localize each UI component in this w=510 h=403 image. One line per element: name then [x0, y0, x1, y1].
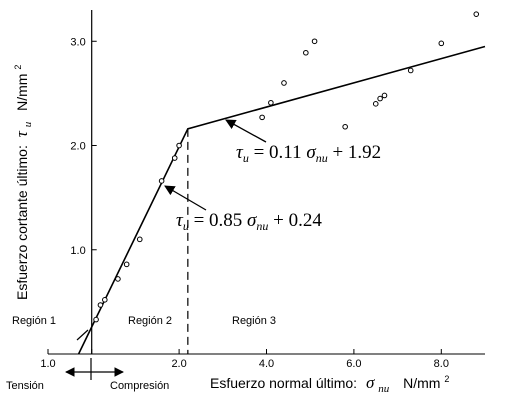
data-point-8 — [176, 142, 182, 149]
data-point-18 — [407, 67, 414, 74]
data-point-4 — [123, 261, 130, 268]
data-point-17 — [381, 92, 388, 99]
tension-label: Tensión — [6, 380, 44, 392]
x-axis-ticks: 1.0 2.0 4.0 6.0 8.0 — [40, 349, 449, 370]
data-point-3 — [115, 276, 121, 282]
y-tick-label-2: 3.0 — [70, 36, 85, 48]
data-point-7 — [171, 155, 178, 161]
equation-region-2: τu = 0.85 σnu + 0.24 — [164, 185, 322, 233]
data-point-20 — [473, 11, 480, 17]
data-point-13 — [311, 38, 318, 45]
x-tick-label-3: 4.0 — [259, 358, 274, 370]
equation-region-3: τu = 0.11 σnu + 1.92 — [225, 119, 381, 165]
data-point-12 — [303, 49, 309, 56]
data-point-19 — [438, 40, 445, 47]
data-point-10 — [268, 99, 274, 106]
data-point-6 — [158, 178, 165, 184]
equation-region-2-arrow — [164, 185, 207, 211]
y-axis-label: Esfuerzo cortante último: τ u N/mm 2 — [12, 65, 34, 300]
x-tick-label-4: 6.0 — [346, 358, 361, 370]
x-tick-label-5: 8.0 — [434, 358, 449, 370]
svg-text:τu = 0.11 σnu + 1.92: τu = 0.11 σnu + 1.92 — [236, 142, 381, 165]
equation-region-3-arrow — [225, 119, 267, 143]
data-point-15 — [372, 101, 379, 107]
data-point-16 — [377, 95, 383, 102]
data-point-2 — [102, 296, 108, 303]
data-point-1 — [97, 302, 104, 308]
x-tick-label-2: 2.0 — [171, 358, 186, 370]
x-tick-label-0: 1.0 — [40, 358, 55, 370]
direction-indicator: Tensión Compresión — [6, 358, 169, 392]
data-point-5 — [136, 236, 143, 243]
data-point-11 — [281, 80, 287, 86]
data-point-14 — [342, 123, 348, 130]
region-1-slash-mark — [76, 329, 89, 341]
y-tick-label-0: 1.0 — [70, 245, 85, 257]
fit-line — [77, 45, 486, 355]
y-axis-ticks: 1.0 2.0 3.0 — [70, 36, 97, 257]
region-1-label: Región 1 — [12, 315, 56, 327]
region-2-label: Región 2 — [128, 315, 172, 327]
y-tick-label-1: 2.0 — [70, 141, 85, 153]
data-point-0 — [93, 316, 99, 323]
data-points — [93, 11, 480, 323]
compression-label: Compresión — [110, 380, 169, 392]
svg-text:τu = 0.85 σnu + 0.24: τu = 0.85 σnu + 0.24 — [176, 210, 322, 233]
x-axis-label: Esfuerzo normal último: σ nu N/mm 2 — [210, 373, 449, 395]
data-point-9 — [259, 114, 265, 121]
region-3-label: Región 3 — [232, 315, 276, 327]
